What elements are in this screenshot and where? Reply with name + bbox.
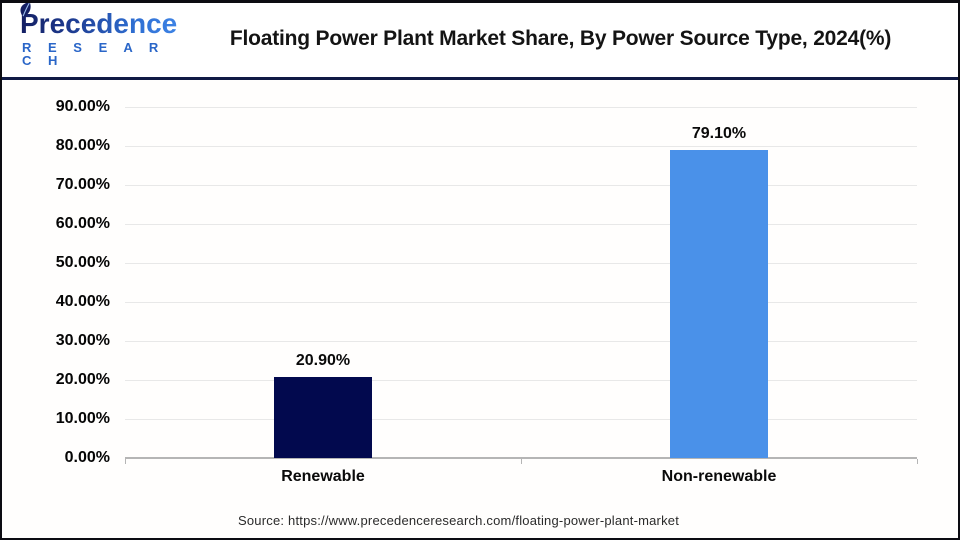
leaf-icon	[16, 0, 35, 20]
precedence-research-logo: Precedence R E S E A R C H	[0, 1, 185, 68]
y-axis-tick-label: 80.00%	[55, 137, 110, 154]
y-axis-tick-label: 30.00%	[55, 332, 110, 349]
logo-sub-text: R E S E A R C H	[22, 40, 165, 68]
logo-brand-text: Precedence	[20, 10, 185, 38]
axis-tick	[917, 459, 918, 464]
x-axis-label-renewable: Renewable	[281, 468, 365, 485]
source-text: Source: https://www.precedenceresearch.c…	[238, 513, 680, 528]
gridline	[125, 185, 917, 186]
gridline	[125, 341, 917, 342]
y-axis-tick-label: 60.00%	[55, 215, 110, 232]
y-axis-tick-label: 40.00%	[55, 293, 110, 310]
y-axis-tick-label: 0.00%	[64, 449, 110, 466]
bar-value-label: 79.10%	[691, 124, 747, 142]
axis-tick	[521, 459, 522, 464]
gridline	[125, 380, 917, 381]
y-axis-labels: 0.00% 10.00% 20.00% 30.00% 40.00% 50.00% 60.00…	[0, 80, 110, 540]
gridline	[125, 302, 917, 303]
gridline	[125, 146, 917, 147]
plot-area: 20.90% 79.10%	[125, 107, 918, 464]
gridline	[125, 224, 917, 225]
x-axis-line	[125, 457, 917, 459]
header: Precedence R E S E A R C H Floating Powe…	[0, 0, 960, 80]
bar-renewable	[274, 376, 372, 458]
y-axis-tick-label: 90.00%	[55, 98, 110, 115]
gridline	[125, 107, 917, 108]
y-axis-tick-label: 50.00%	[55, 254, 110, 271]
chart-region: 0.00% 10.00% 20.00% 30.00% 40.00% 50.00% 60.00…	[0, 80, 960, 540]
axis-tick	[125, 459, 126, 464]
bar-value-label: 20.90%	[295, 351, 351, 369]
y-axis-tick-label: 70.00%	[55, 176, 110, 193]
x-axis-label-non-renewable: Non-renewable	[661, 468, 777, 485]
gridline	[125, 419, 917, 420]
chart-title: Floating Power Plant Market Share, By Po…	[229, 26, 892, 50]
y-axis-tick-label: 20.00%	[55, 371, 110, 388]
gridline	[125, 263, 917, 264]
y-axis-tick-label: 10.00%	[55, 410, 110, 427]
bar-non-renewable	[670, 149, 768, 458]
x-axis-labels: Renewable Non-renewable	[125, 468, 917, 492]
